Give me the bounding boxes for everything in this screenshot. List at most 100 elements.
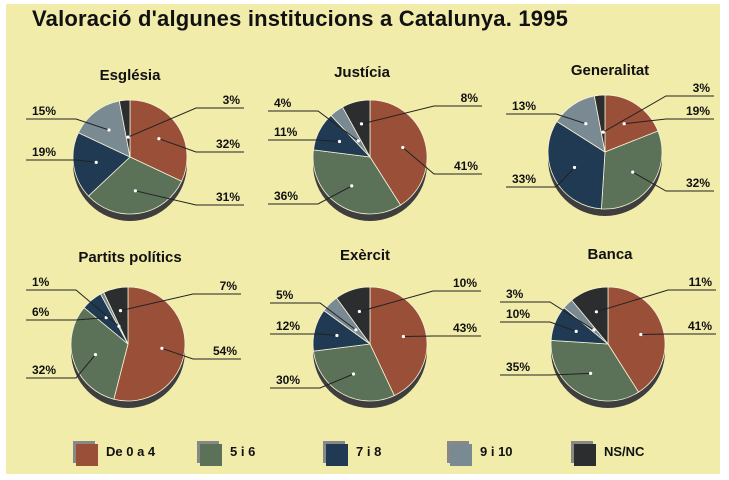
leader-line	[26, 354, 96, 379]
data-label: 3%	[506, 287, 524, 301]
pie-justicia: 41% 36% 11% 4% 8% Justícia	[268, 64, 482, 221]
leader-line	[270, 373, 354, 389]
leader-dot	[572, 165, 577, 170]
data-label: 15%	[32, 104, 56, 118]
pie-slice-9-i-10	[77, 100, 131, 158]
data-label: 54%	[213, 344, 237, 358]
data-label: 12%	[276, 319, 300, 333]
data-label: 43%	[453, 321, 477, 335]
leader-dot	[401, 334, 405, 339]
leader-dot	[133, 189, 137, 193]
data-label: 10%	[453, 276, 477, 290]
leader-dot	[639, 332, 643, 337]
pie-slice-ns-nc	[571, 286, 609, 346]
data-label: 41%	[454, 159, 478, 173]
leader-dot	[601, 130, 605, 134]
leader-dot	[356, 139, 360, 143]
pie-slice-5-i-6	[70, 307, 129, 400]
leader-line	[161, 347, 241, 360]
data-label: 7%	[220, 279, 238, 293]
leader-line	[359, 290, 481, 312]
data-label: 13%	[512, 99, 536, 113]
data-label: 11%	[689, 275, 713, 289]
data-label: 11%	[274, 125, 298, 139]
leader-dot	[337, 139, 342, 144]
data-label: 10%	[506, 307, 530, 321]
pie-partits-politics: 54% 32% 6% 1% 7% Partits polítics	[26, 249, 241, 408]
leader-line	[403, 335, 481, 337]
leader-line	[268, 139, 340, 142]
data-label: 3%	[693, 81, 711, 95]
pie-slice-5-i-6	[312, 149, 402, 215]
leader-line	[506, 113, 586, 125]
leader-dot	[94, 160, 98, 164]
data-label: 19%	[686, 104, 710, 118]
pie-slice-de-0-a-4	[369, 286, 428, 397]
pie-title: Exèrcit	[340, 247, 390, 264]
leader-line	[624, 118, 714, 125]
leader-dot	[584, 122, 588, 126]
data-label: 30%	[276, 373, 300, 387]
pie-title: Església	[100, 67, 162, 84]
data-label: 31%	[216, 190, 240, 204]
pie-slice-ns-nc	[341, 99, 371, 158]
leader-line	[361, 105, 482, 125]
leader-dot	[107, 128, 111, 132]
data-label: 19%	[32, 145, 56, 159]
leader-line	[596, 289, 716, 313]
leader-line	[506, 167, 575, 188]
leader-line	[26, 118, 110, 131]
leader-dot	[350, 184, 354, 188]
data-label: 32%	[32, 363, 56, 377]
data-label: 5%	[276, 288, 294, 302]
leader-dot	[574, 329, 578, 333]
leader-dot	[93, 353, 98, 357]
leader-dot	[592, 328, 596, 332]
data-label: 3%	[223, 93, 241, 107]
pie-slice-5-i-6	[87, 156, 183, 215]
leader-line	[500, 372, 591, 376]
leader-dot	[631, 170, 635, 174]
data-label: 6%	[32, 305, 50, 319]
leader-dot	[117, 324, 121, 328]
leader-line	[268, 185, 352, 205]
leader-line	[270, 302, 357, 331]
leader-dot	[118, 309, 123, 313]
pie-title: Partits polítics	[78, 249, 181, 266]
pie-banca: 41% 35% 10% 3% 11% Banca	[500, 246, 716, 408]
pie-slice-ns-nc	[118, 99, 131, 158]
pie-slice-de-0-a-4	[604, 94, 659, 153]
pie-slice-5-i-6	[550, 339, 640, 402]
pie-slice-de-0-a-4	[129, 99, 188, 182]
data-label: 41%	[688, 319, 712, 333]
pie-slice-de-0-a-4	[113, 286, 186, 402]
data-label: 33%	[512, 172, 536, 186]
pie-title: Banca	[587, 246, 633, 263]
leader-dot	[126, 135, 130, 139]
leader-dot	[351, 372, 356, 376]
leader-line	[26, 317, 107, 321]
data-label: 32%	[686, 176, 710, 190]
leader-dot	[157, 137, 161, 141]
pie-slice-ns-nc	[103, 286, 129, 345]
leader-line	[120, 293, 241, 312]
leader-dot	[357, 309, 361, 314]
pie-exercit: 43% 30% 12% 5% 10% Exèrcit	[270, 247, 481, 408]
leader-line	[135, 190, 244, 206]
pie-title: Justícia	[334, 64, 391, 81]
leader-line	[602, 95, 714, 133]
data-label: 32%	[216, 137, 240, 151]
data-label: 8%	[461, 91, 479, 105]
data-label: 36%	[274, 189, 298, 203]
pie-title: Generalitat	[571, 62, 649, 79]
leader-line	[127, 107, 244, 138]
pie-slice-ns-nc	[593, 94, 606, 153]
leader-dot	[335, 333, 339, 338]
leader-dot	[354, 328, 358, 332]
leader-line	[402, 147, 482, 175]
leader-line	[158, 138, 244, 153]
data-label: 35%	[506, 360, 530, 374]
leader-line	[500, 321, 577, 332]
leader-line	[270, 333, 337, 336]
